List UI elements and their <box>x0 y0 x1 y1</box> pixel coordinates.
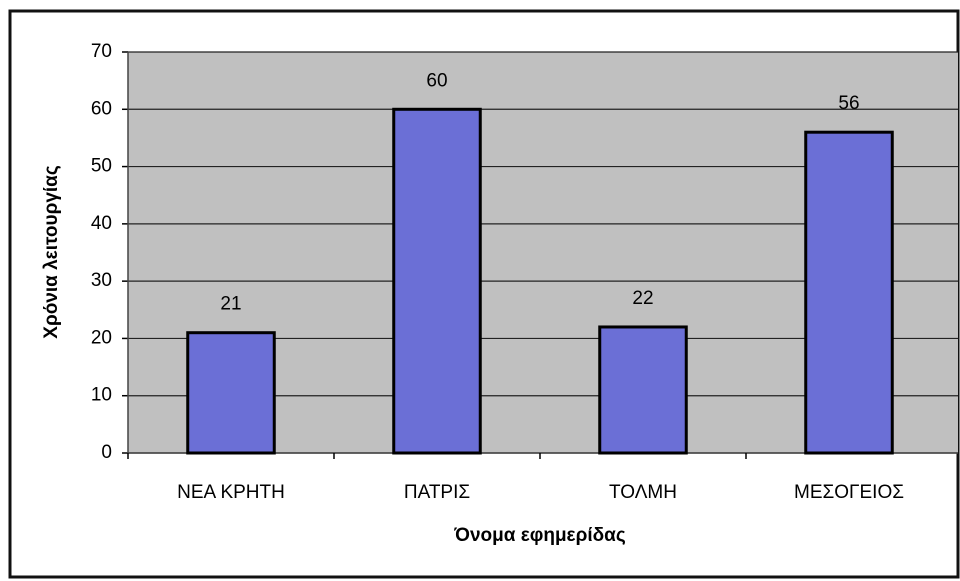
data-label: 56 <box>838 93 859 114</box>
y-tick-label: 60 <box>91 98 112 119</box>
x-tick-label: ΤΟΛΜΗ <box>609 482 677 503</box>
y-tick-label: 20 <box>91 327 112 348</box>
bar <box>804 130 894 455</box>
y-tick-label: 0 <box>101 442 112 463</box>
x-axis-title: Όνομα εφημερίδας <box>453 525 626 546</box>
y-tick-label: 10 <box>91 385 112 406</box>
bar <box>392 107 482 455</box>
data-label: 22 <box>632 288 653 309</box>
y-axis-title: Χρόνια λειτουργίας <box>41 165 62 339</box>
y-tick-label: 40 <box>91 213 112 234</box>
x-tick-label: ΜΕΣΟΓΕΙΟΣ <box>794 482 904 503</box>
y-tick-label: 30 <box>91 270 112 291</box>
y-tick-label: 50 <box>91 156 112 177</box>
x-tick-label: ΝΕΑ ΚΡΗΤΗ <box>177 482 285 503</box>
y-tick-label: 70 <box>91 41 112 62</box>
bar <box>186 331 276 455</box>
data-label: 21 <box>220 294 241 315</box>
x-tick-label: ΠΑΤΡΙΣ <box>404 482 470 503</box>
data-label: 60 <box>426 70 447 91</box>
bar <box>598 325 688 455</box>
